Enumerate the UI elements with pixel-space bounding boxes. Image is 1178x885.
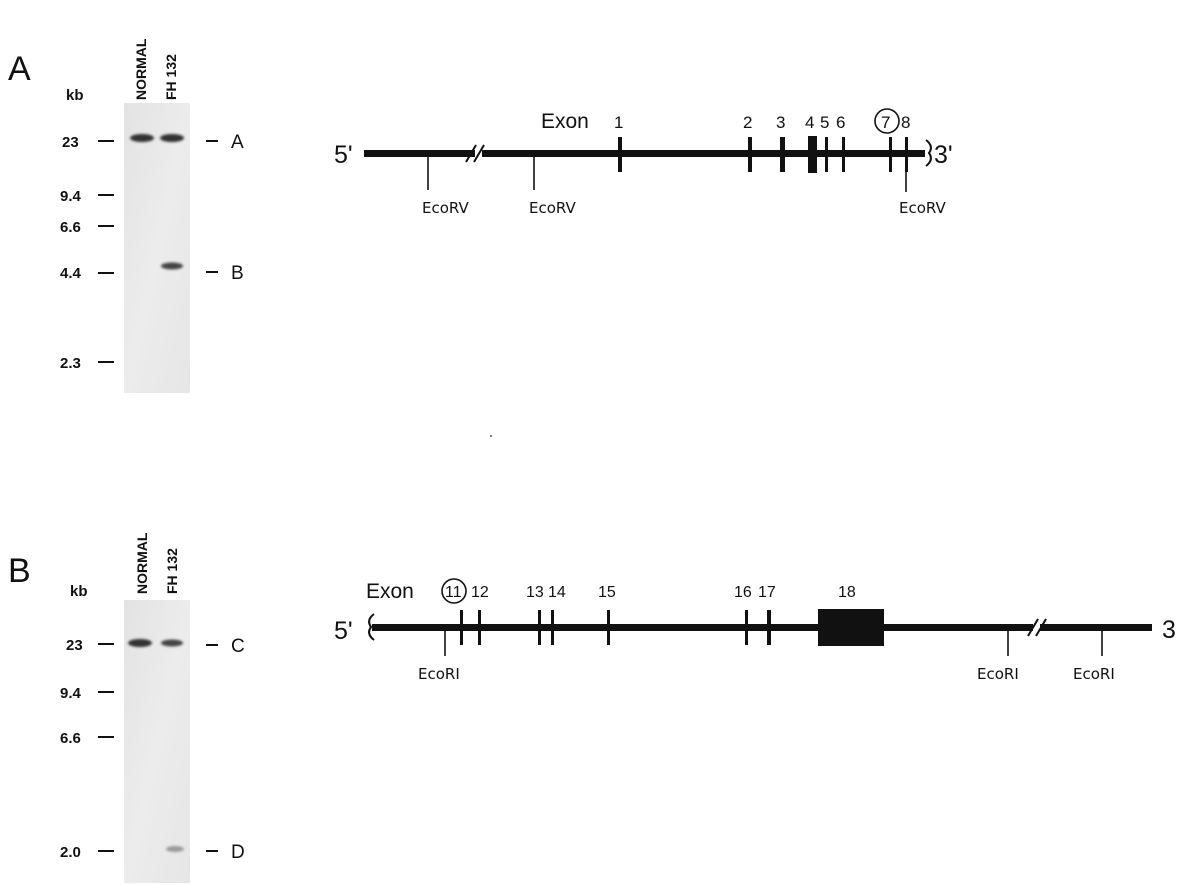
gel-b-marker-6-6: 6.6 — [60, 730, 81, 747]
map-b-exon-17-label: 17 — [758, 584, 776, 601]
map-b-site-1-label: EcoRI — [418, 665, 460, 683]
map-a-exon-4 — [808, 136, 817, 173]
map-a-exon-1 — [618, 137, 622, 172]
gel-b-band-d-label: D — [231, 842, 245, 863]
map-a-exon-2 — [748, 137, 752, 172]
gel-a-unit: kb — [66, 87, 84, 104]
map-b-line-left — [372, 624, 1033, 631]
map-b-exon-15-label: 15 — [598, 584, 616, 601]
gel-a-band-fh132-23 — [160, 134, 184, 142]
gene-map-a: 5' 3' Exon 1 2 3 4 5 6 7 8 — [334, 108, 953, 217]
panel-b: B kb NORMAL FH 132 23 9.4 6.6 2.0 C D — [8, 532, 1176, 883]
map-b-exon-16-label: 16 — [734, 584, 752, 601]
map-a-break-2 — [473, 144, 485, 163]
map-a-exon-5-label: 5 — [820, 113, 829, 132]
map-a-site-1-label: EcoRV — [422, 199, 470, 217]
map-b-exon-13-label: 13 — [526, 584, 544, 601]
map-b-exon-12 — [478, 610, 481, 645]
gel-b-marker-2-0: 2.0 — [60, 844, 81, 861]
map-a-break-1 — [465, 144, 477, 163]
map-b-5prime: 5' — [334, 617, 353, 645]
map-a-line-left — [364, 150, 475, 157]
gel-b-marker-23: 23 — [66, 637, 83, 654]
gene-map-b: 5' 3 Exon 11 12 13 14 15 16 17 18 — [334, 578, 1176, 683]
map-a-exon-word: Exon — [541, 110, 589, 133]
map-b-exon-16 — [745, 610, 748, 645]
gel-a-marker-2-3: 2.3 — [60, 355, 81, 372]
gel-a-lane-normal: NORMAL — [133, 38, 149, 100]
map-b-exon-11-label: 11 — [445, 584, 462, 601]
gel-b-band-fh132-d — [166, 846, 184, 852]
map-a-exon-6-label: 6 — [836, 113, 845, 132]
map-b-start-brace — [368, 613, 375, 641]
gel-b-unit: kb — [70, 583, 88, 600]
map-b-exon-13 — [538, 610, 541, 645]
map-a-end-brace — [925, 139, 932, 167]
gel-a-marker-6-6: 6.6 — [60, 219, 81, 236]
map-b-exon-12-label: 12 — [471, 584, 489, 601]
map-b-exon-18-label: 18 — [838, 584, 856, 601]
map-b-exon-17 — [767, 610, 771, 645]
map-a-site-3-label: EcoRV — [899, 199, 947, 217]
gel-a-marker-23: 23 — [62, 134, 79, 151]
speck — [490, 435, 492, 437]
map-a-exon-5 — [825, 137, 828, 172]
map-b-line-right — [1040, 624, 1152, 631]
gel-b-marker-9-4: 9.4 — [60, 685, 82, 702]
gel-a-membrane — [124, 103, 190, 393]
map-a-exon-2-label: 2 — [743, 113, 752, 132]
map-a-exon-3-label: 3 — [776, 113, 785, 132]
map-b-break-1 — [1027, 618, 1039, 637]
map-b-site-3-label: EcoRI — [1073, 665, 1115, 683]
gel-a-lane-fh132: FH 132 — [163, 54, 179, 100]
panel-b-letter: B — [8, 552, 31, 590]
map-a-exon-3 — [780, 137, 785, 172]
gel-b-band-fh132-23 — [161, 639, 183, 647]
gel-b-lane-fh132: FH 132 — [164, 548, 180, 594]
map-a-exon-7-label: 7 — [881, 113, 890, 132]
map-a-exon-1-label: 1 — [614, 113, 623, 132]
panel-a-letter: A — [8, 50, 31, 88]
panel-a: A kb NORMAL FH 132 23 9.4 6.6 4.4 2.3 A — [8, 38, 953, 393]
map-b-exon-18 — [818, 609, 884, 646]
gel-a-band-b-label: B — [231, 263, 244, 284]
map-a-exon-8 — [905, 137, 908, 172]
map-a-5prime: 5' — [334, 141, 353, 169]
gel-a-band-normal-23 — [130, 134, 154, 142]
map-b-exon-15 — [607, 610, 610, 645]
map-b-site-2-label: EcoRI — [977, 665, 1019, 683]
map-a-site-2-label: EcoRV — [529, 199, 577, 217]
gel-a-marker-9-4: 9.4 — [60, 188, 82, 205]
map-a-exon-6 — [842, 137, 845, 172]
gel-b-membrane — [124, 600, 190, 883]
map-b-exon-11-circle — [441, 578, 467, 604]
gel-a: kb NORMAL FH 132 23 9.4 6.6 4.4 2.3 A B — [60, 38, 244, 393]
map-b-break-2 — [1035, 618, 1047, 637]
map-b-exon-14 — [551, 610, 554, 645]
gel-a-band-fh132-b — [161, 262, 183, 270]
map-a-exon-7-circle — [874, 108, 900, 134]
map-a-exon-8-label: 8 — [901, 113, 910, 132]
gel-b-band-c-label: C — [231, 636, 245, 657]
map-a-line-right — [482, 150, 925, 157]
map-b-exon-14-label: 14 — [548, 584, 566, 601]
gel-b: kb NORMAL FH 132 23 9.4 6.6 2.0 C D — [60, 532, 245, 883]
map-b-exon-11 — [460, 610, 463, 645]
gel-b-lane-normal: NORMAL — [134, 532, 150, 594]
gel-a-marker-4-4: 4.4 — [60, 265, 82, 282]
map-a-3prime: 3' — [934, 141, 953, 169]
map-a-exon-4-label: 4 — [805, 113, 814, 132]
map-a-exon-7 — [889, 137, 892, 172]
gel-b-band-normal-23 — [128, 639, 152, 647]
map-b-exon-word: Exon — [366, 580, 414, 603]
gel-a-band-a-label: A — [231, 132, 244, 153]
map-b-3prime: 3 — [1162, 616, 1176, 644]
